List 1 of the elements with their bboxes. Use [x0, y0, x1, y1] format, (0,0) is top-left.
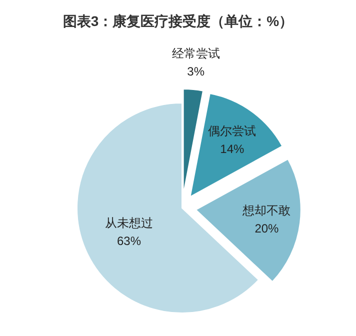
title: 图表3：康复医疗接受度（单位：%） [62, 13, 294, 29]
